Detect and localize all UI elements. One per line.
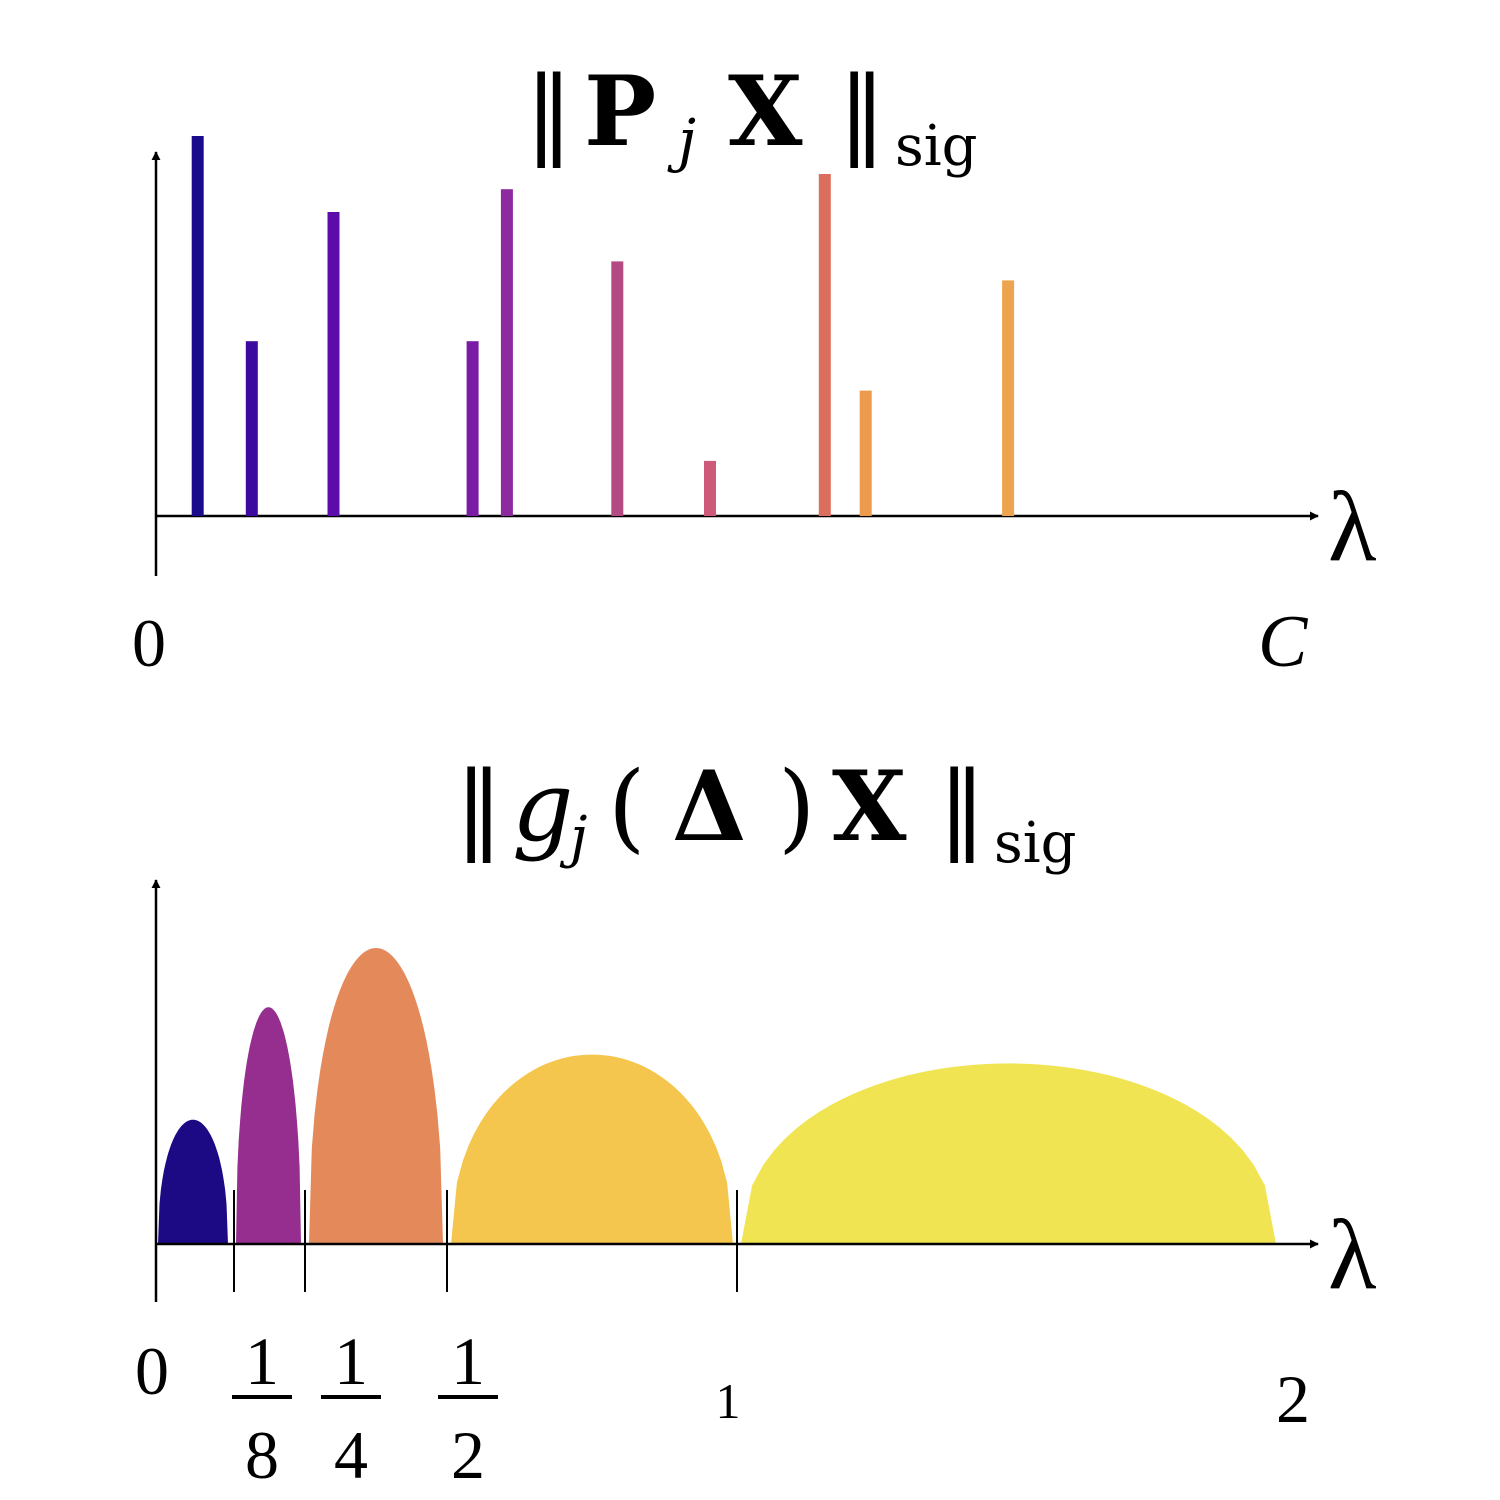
- top-title-subscript-sig: sig: [895, 114, 978, 179]
- bottom-tick-label-5: 1: [716, 1373, 741, 1429]
- top-title-variable: X: [728, 55, 803, 168]
- top-bar-5: [500, 189, 513, 516]
- top-bar-9: [859, 390, 872, 516]
- bottom-title-subscript-sig: sig: [994, 811, 1077, 876]
- top-bar-1: [191, 136, 204, 516]
- bottom-x-axis-label: λ: [1328, 1199, 1377, 1310]
- bottom-bump-2: [236, 1007, 301, 1244]
- top-bar-2: [245, 341, 258, 516]
- top-bars: [191, 136, 1015, 516]
- bottom-title-operator: Δ: [672, 750, 746, 863]
- bottom-tick-denominator-2: 8: [245, 1417, 279, 1493]
- bottom-bump-1: [158, 1119, 228, 1244]
- top-bar-3: [327, 212, 340, 516]
- top-end-label: C: [1258, 601, 1309, 683]
- bottom-title-open-paren: (: [608, 751, 645, 863]
- bottom-tick-numerator-2: 1: [245, 1323, 279, 1399]
- top-title-operator: P: [584, 55, 656, 168]
- bottom-title-variable: X: [832, 750, 907, 863]
- bottom-bumps: [158, 948, 1276, 1244]
- bottom-tick-denominator-3: 4: [334, 1417, 368, 1493]
- bottom-tick-label-1: 0: [135, 1333, 169, 1409]
- top-origin-label: 0: [132, 605, 166, 681]
- bottom-title-close-paren: ): [778, 751, 815, 863]
- top-axes: λ 0 C: [132, 151, 1377, 683]
- top-bar-7: [704, 460, 716, 516]
- bottom-tick-label-6: 2: [1276, 1361, 1310, 1437]
- top-x-axis-label: λ: [1328, 471, 1377, 582]
- bottom-title-norm-left: ‖: [455, 751, 503, 863]
- top-title-norm-right: ‖: [838, 56, 886, 168]
- bottom-title-func: g: [512, 751, 573, 863]
- top-bar-8: [818, 174, 831, 516]
- top-bar-6: [611, 261, 624, 516]
- bottom-bump-5: [741, 1063, 1276, 1244]
- top-bar-10: [1002, 280, 1015, 516]
- bottom-bump-3: [309, 948, 443, 1244]
- bottom-title: ‖ g j ( Δ ) X ‖ sig: [455, 750, 1077, 876]
- top-title: ‖ P j X ‖ sig: [525, 55, 978, 179]
- top-title-norm-left: ‖: [525, 56, 573, 168]
- bottom-title-norm-right: ‖: [938, 751, 986, 863]
- bottom-tick-numerator-4: 1: [451, 1323, 485, 1399]
- top-title-subscript-j: j: [667, 106, 696, 174]
- bottom-bump-4: [451, 1054, 733, 1244]
- bottom-tick-numerator-3: 1: [334, 1323, 368, 1399]
- top-bar-4: [466, 341, 479, 516]
- bottom-tick-denominator-4: 2: [451, 1417, 485, 1493]
